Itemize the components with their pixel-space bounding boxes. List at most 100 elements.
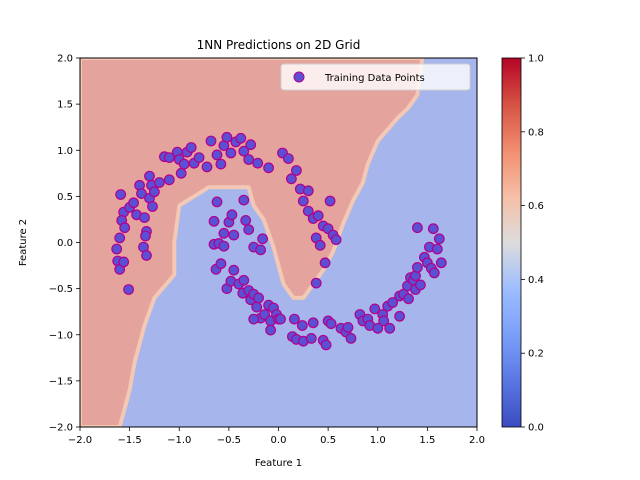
data-point [243, 154, 255, 165]
data-point [114, 232, 126, 244]
y-axis-label: Feature 2 [18, 219, 29, 266]
data-point [312, 210, 324, 222]
data-point [148, 186, 160, 198]
data-point [314, 239, 326, 251]
data-point [435, 257, 447, 269]
data-point [330, 234, 342, 246]
data-point [228, 264, 240, 276]
data-point [208, 215, 220, 227]
data-point [139, 212, 150, 224]
data-point [427, 223, 439, 235]
data-point [252, 157, 264, 169]
data-point [265, 324, 277, 336]
data-point [263, 162, 275, 174]
data-point [307, 317, 319, 329]
data-point [201, 161, 213, 173]
data-point [378, 315, 390, 327]
data-point [128, 197, 140, 209]
y-tick-label: −1.5 [49, 376, 73, 387]
data-point [302, 205, 314, 217]
x-tick-label: −1.5 [117, 435, 141, 446]
y-tick-label: 0.5 [57, 192, 73, 203]
x-axis-label: Feature 1 [255, 458, 302, 469]
data-point [289, 313, 300, 325]
data-point [310, 277, 322, 289]
data-point [369, 303, 381, 315]
x-tick-label: 0.0 [271, 435, 287, 446]
data-point [141, 249, 152, 261]
data-point [215, 258, 227, 270]
data-point [144, 170, 155, 182]
y-tick-label: −1.0 [49, 330, 73, 341]
data-point [428, 267, 440, 279]
y-tick-label: 0.0 [57, 238, 73, 249]
colorbar-tick-label: 0.8 [528, 127, 544, 138]
colorbar: 0.0 0.2 0.4 0.6 0.8 1.0 [501, 54, 544, 434]
data-point [248, 313, 260, 325]
data-point [115, 189, 127, 200]
data-point [394, 310, 406, 322]
data-point [253, 292, 265, 304]
data-point [291, 165, 302, 176]
colorbar-gradient [501, 57, 522, 428]
class-1-region [80, 58, 425, 427]
data-point [240, 214, 252, 226]
data-point [225, 147, 237, 159]
y-tick-label: −0.5 [49, 284, 73, 295]
data-point [140, 230, 151, 242]
data-point [305, 333, 317, 344]
x-tick-label: 2.0 [469, 435, 485, 446]
data-point [163, 174, 175, 186]
data-point [193, 152, 205, 164]
data-point [345, 333, 357, 344]
data-point [185, 142, 197, 153]
y-tick-label: 1.0 [57, 146, 73, 157]
legend-marker [293, 71, 305, 83]
plot-area [79, 57, 478, 428]
data-point [325, 318, 337, 330]
data-point [215, 158, 227, 170]
data-point [302, 185, 314, 197]
x-tick-label: −0.5 [217, 435, 241, 446]
data-point [175, 167, 187, 179]
legend: Training Data Points [280, 63, 471, 91]
data-point [387, 297, 399, 308]
data-point [286, 173, 297, 185]
data-point [136, 188, 147, 200]
data-point [228, 229, 240, 241]
colorbar-tick-label: 1.0 [528, 54, 544, 65]
data-point [403, 293, 414, 305]
data-point [296, 320, 308, 331]
data-point [211, 149, 223, 161]
data-point [319, 257, 331, 269]
legend-label: Training Data Points [324, 73, 425, 84]
x-tick-label: 0.5 [320, 435, 336, 446]
data-point [283, 153, 294, 165]
data-point [431, 243, 443, 255]
data-point [153, 177, 165, 188]
x-tick-label: −1.0 [167, 435, 191, 446]
data-point [238, 194, 250, 206]
data-point [238, 274, 250, 286]
data-point [342, 322, 354, 333]
x-tick-label: 1.5 [419, 435, 435, 446]
data-point [433, 233, 445, 245]
data-point [218, 240, 230, 252]
data-point [243, 224, 255, 236]
data-point [257, 233, 269, 245]
x-tick-label: 1.0 [370, 435, 386, 446]
data-point [238, 145, 250, 157]
colorbar-tick-label: 0.4 [528, 275, 544, 286]
data-point [275, 313, 286, 325]
data-point [119, 222, 131, 234]
data-point [218, 227, 230, 239]
y-tick-label: 2.0 [57, 54, 73, 65]
data-point [297, 195, 309, 207]
data-point [221, 131, 233, 143]
data-point [205, 135, 217, 147]
colorbar-tick-label: 0.6 [528, 201, 544, 212]
x-tick-label: −2.0 [68, 435, 92, 446]
data-point [163, 152, 175, 164]
data-point [211, 196, 223, 208]
